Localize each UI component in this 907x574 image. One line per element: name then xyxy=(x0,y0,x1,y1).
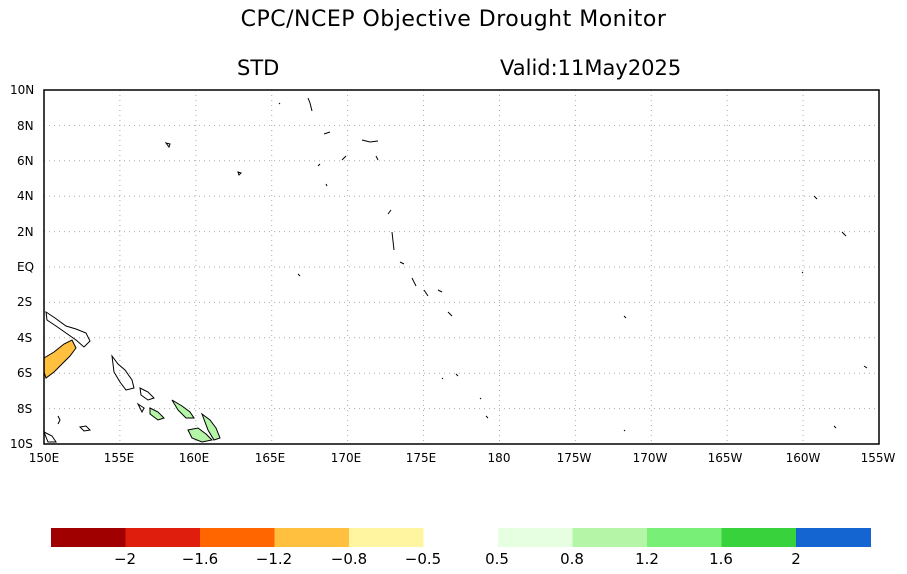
chart-title: CPC/NCEP Objective Drought Monitor xyxy=(240,7,667,32)
lat-label: EQ xyxy=(17,260,34,274)
colorbar-label: −0.5 xyxy=(405,550,441,568)
solomon-wet-anomaly-2 xyxy=(149,407,165,421)
lat-label: 2S xyxy=(17,295,32,309)
lat-label: 4N xyxy=(17,189,34,203)
lon-label: 170W xyxy=(633,451,668,465)
lon-label: 175W xyxy=(557,451,592,465)
solomon-wet-anomaly-4 xyxy=(200,412,221,441)
lon-label: 150E xyxy=(29,451,60,465)
colorbar-label: −1.2 xyxy=(256,550,292,568)
lon-axis: 150E 155E 160E 165E 170E 175E 180 175W 1… xyxy=(29,451,896,465)
solomon-wet-anomaly-3 xyxy=(187,427,214,443)
gridlines xyxy=(44,90,879,444)
colorbar-label: −0.8 xyxy=(331,550,367,568)
colorbar-label: 1.2 xyxy=(635,550,659,568)
colorbar-swatch xyxy=(721,528,797,547)
colorbar-label: 0.5 xyxy=(485,550,509,568)
colorbar-swatch xyxy=(274,528,350,547)
lon-label: 170E xyxy=(331,451,362,465)
colorbar-label: 2 xyxy=(791,550,801,568)
lon-label: 155E xyxy=(104,451,135,465)
lat-label: 10N xyxy=(10,83,34,97)
lon-label: 155W xyxy=(861,451,896,465)
lon-label: 165E xyxy=(255,451,286,465)
colorbar-swatch xyxy=(572,528,648,547)
lat-label: 8S xyxy=(17,402,32,416)
lat-label: 6S xyxy=(17,366,32,380)
colorbar-label: 1.6 xyxy=(709,550,733,568)
lat-label: 4S xyxy=(17,331,32,345)
lat-label: 10S xyxy=(10,437,33,451)
lon-label: 160W xyxy=(786,451,821,465)
lat-label: 6N xyxy=(17,154,34,168)
colorbar-swatch xyxy=(498,528,573,547)
lon-label: 175E xyxy=(406,451,437,465)
new-ireland-dry-anomaly xyxy=(43,339,77,379)
map-frame xyxy=(43,89,880,445)
lat-axis: 10N 8N 6N 4N 2N EQ 2S 4S 6S 8S 10S xyxy=(10,83,34,451)
colorbar-swatch xyxy=(423,528,499,547)
colorbar-swatch xyxy=(200,528,275,547)
colorbar-swatch xyxy=(125,528,201,547)
lon-label: 165W xyxy=(708,451,743,465)
lon-label: 180 xyxy=(488,451,511,465)
subtitle-variable: STD xyxy=(237,56,280,80)
colorbar-swatch xyxy=(796,528,871,547)
colorbar-swatches xyxy=(51,528,871,547)
colorbar: −2 −1.6 −1.2 −0.8 −0.5 0.5 0.8 1.2 1.6 2 xyxy=(51,528,871,568)
colorbar-label: 0.8 xyxy=(560,550,584,568)
lon-label: 160E xyxy=(179,451,210,465)
lat-label: 8N xyxy=(17,119,34,133)
colorbar-label: −1.6 xyxy=(182,550,218,568)
colorbar-label: −2 xyxy=(114,550,136,568)
colorbar-swatch xyxy=(647,528,722,547)
colorbar-swatch xyxy=(349,528,424,547)
solomon-wet-anomaly-1 xyxy=(171,399,195,419)
map-panel xyxy=(43,89,880,445)
lat-label: 2N xyxy=(17,225,34,239)
coastlines xyxy=(43,97,868,443)
colorbar-swatch xyxy=(51,528,126,547)
subtitle-valid-date: Valid:11May2025 xyxy=(500,56,682,80)
